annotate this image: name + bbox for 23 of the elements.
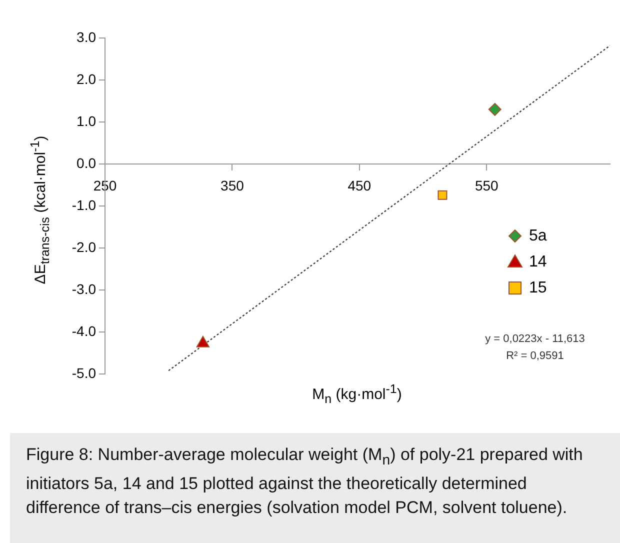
y-tick-label: -3.0 [72, 280, 96, 297]
x-tick-label: 350 [220, 177, 244, 194]
y-tick-label: 0.0 [76, 154, 96, 171]
x-tick-label: 250 [93, 177, 117, 194]
annotation: y = 0,0223x - 11,613 [485, 333, 585, 346]
point [488, 102, 502, 116]
y-tick-label: 3.0 [76, 28, 96, 45]
y-tick-label: -4.0 [72, 322, 96, 339]
y-tick-label: 1.0 [76, 112, 96, 129]
x-tick-label: 450 [348, 177, 372, 194]
caption: Figure 8: Number-average molecular weight (M$_{n}$) of poly-21 prepared with initiators 5a, 14 and 15 plotted against the theoretically determined difference of trans–cis energies (solvation model PCM, solvent toluene). [10, 433, 620, 543]
x-axis-title: M$_{n}$ (kg·mol$^{-1}$) [312, 382, 402, 406]
legend-label: 15 [529, 279, 547, 296]
point [196, 336, 210, 348]
point [438, 190, 448, 200]
y-tick-label: 2.0 [76, 70, 96, 87]
y-tick-label: -5.0 [72, 364, 96, 381]
legend-label: 5a [529, 227, 547, 244]
y-tick-label: -1.0 [72, 196, 96, 213]
legend-label: 14 [529, 253, 547, 270]
annotation: R² = 0,9591 [506, 350, 564, 362]
y-tick-label: -2.0 [72, 238, 96, 255]
x-tick-label: 550 [474, 177, 499, 194]
